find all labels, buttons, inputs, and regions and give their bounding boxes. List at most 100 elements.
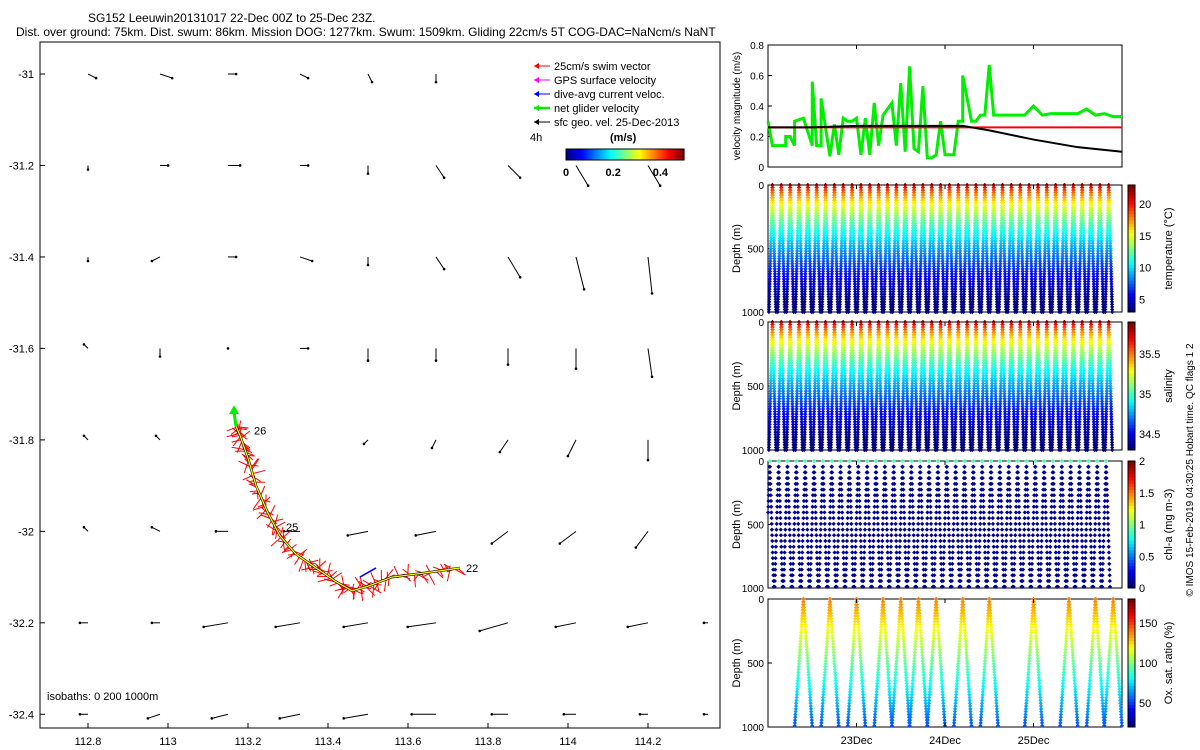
profile-point	[826, 292, 831, 297]
profile-point	[821, 266, 826, 271]
profile-point	[807, 253, 812, 259]
profile-point	[780, 248, 786, 254]
profile-point	[790, 266, 795, 271]
profile-point	[795, 228, 800, 233]
colorbar-cell	[581, 149, 585, 160]
profile-point	[777, 241, 782, 246]
profile-point	[766, 302, 772, 307]
current-vector	[647, 165, 661, 186]
panel-colorbar-cell	[1128, 289, 1135, 294]
profile-point	[788, 218, 794, 223]
profile-points	[766, 319, 1115, 453]
profile-point	[807, 241, 812, 246]
profile-point	[776, 274, 781, 279]
profile-point	[795, 241, 800, 246]
swim-vector	[286, 552, 296, 560]
profile-point	[777, 259, 782, 264]
colorbar-cell	[566, 149, 569, 160]
colorbar-cell	[619, 149, 622, 160]
profile-point	[771, 223, 776, 228]
profile-point	[790, 271, 795, 277]
current-vector-head	[554, 625, 558, 629]
panel-colorbar-cell	[1128, 299, 1135, 303]
profile-point	[769, 228, 774, 233]
profile-point	[767, 271, 773, 277]
profile-point	[798, 228, 803, 233]
profile-point	[791, 294, 796, 299]
profile-point	[809, 302, 814, 307]
colorbar-cell	[632, 149, 636, 160]
profile-point	[789, 231, 794, 236]
current-vector-head	[370, 80, 374, 84]
colorbar-tick-label: 0.2	[606, 167, 621, 179]
profile-point	[819, 309, 825, 315]
profile-point	[820, 302, 825, 307]
profile-point	[768, 261, 773, 266]
profile-point	[834, 256, 839, 261]
profile-point	[786, 223, 792, 228]
swim-vector	[252, 497, 262, 510]
profile-point	[780, 233, 785, 238]
panel-colorbar-cell	[1128, 280, 1135, 284]
profile-point	[807, 248, 812, 254]
profile-point	[800, 299, 805, 304]
profile-point	[790, 284, 796, 289]
profile-point	[767, 284, 772, 289]
legend-arrowhead	[534, 105, 539, 111]
profile-point	[807, 259, 813, 264]
swim-vector	[236, 426, 249, 429]
panel-colorbar-cell	[1128, 292, 1135, 297]
profile-point	[820, 289, 825, 294]
profile-point	[768, 248, 773, 254]
profile-point	[834, 259, 839, 264]
colorbar-cell	[613, 149, 616, 160]
profile-point	[817, 299, 823, 304]
current-vector-head	[490, 712, 494, 716]
profile-point	[780, 246, 786, 251]
current-vector-head	[366, 359, 370, 362]
map-xtick-label: 112.8	[75, 736, 102, 748]
velocity-ytick-label: 0	[758, 163, 764, 174]
current-vector-head	[342, 717, 346, 720]
profile-point	[768, 238, 773, 244]
profile-point	[812, 259, 817, 264]
profile-ytick-label: 0	[758, 181, 764, 192]
profile-point	[812, 261, 817, 266]
profile-point	[808, 274, 813, 279]
profile-point	[806, 226, 812, 231]
profile-point	[781, 279, 787, 284]
current-vector	[203, 622, 229, 628]
colorbar-cell	[634, 149, 638, 160]
profile-point	[789, 220, 794, 226]
profile-point	[777, 243, 782, 249]
current-vector	[435, 165, 445, 178]
colorbar-cell	[628, 149, 632, 160]
profile-point	[779, 187, 784, 193]
colorbar-cell	[650, 149, 654, 160]
profile-point	[816, 248, 821, 254]
profile-point	[777, 226, 783, 231]
current-vector-head	[226, 347, 230, 350]
colorbar-cell	[615, 149, 618, 160]
profile-point	[772, 248, 777, 254]
profile-point	[834, 246, 839, 251]
profile-point	[776, 276, 781, 282]
map-xtick-label: 114	[559, 736, 577, 748]
profile-point	[824, 236, 830, 241]
current-vector-head	[78, 621, 82, 625]
current-vector-head	[278, 717, 282, 720]
profile-point	[786, 228, 791, 233]
profile-point	[791, 299, 796, 304]
profile-point	[785, 281, 790, 287]
profile-point	[796, 187, 802, 193]
profile-point	[825, 241, 830, 246]
profile-point	[772, 269, 777, 274]
profile-point	[816, 259, 821, 264]
colorbar-cell	[638, 149, 642, 160]
profile-point	[794, 251, 800, 256]
profile-point	[767, 281, 772, 287]
panel-colorbar-tick-label: 20	[1139, 199, 1151, 211]
profile-point	[831, 223, 836, 228]
profile-point	[824, 228, 829, 233]
profile-point	[786, 253, 791, 259]
